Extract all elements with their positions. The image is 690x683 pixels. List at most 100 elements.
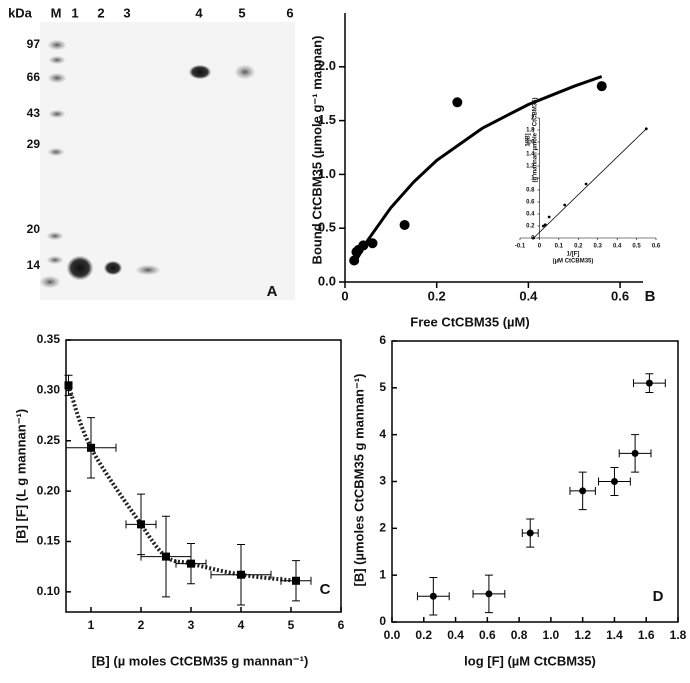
x-tick-label: 0	[341, 288, 348, 303]
data-point	[349, 255, 360, 266]
data-point	[543, 223, 547, 227]
x-axis-label: (µM CtCBM35)	[553, 259, 594, 265]
x-tick-label: -0.1	[515, 244, 526, 250]
y-tick-label: 0.4	[526, 212, 535, 218]
x-tick-label: 0.0	[384, 628, 401, 642]
x-tick-label: 0.8	[511, 628, 528, 642]
data-point	[485, 590, 493, 598]
x-tick-label: 3	[188, 618, 195, 632]
x-tick-label: 1.4	[606, 628, 623, 642]
x-tick-label: 0.2	[574, 244, 583, 250]
gel-marker-label: 14	[27, 258, 41, 272]
data-point	[547, 215, 551, 219]
data-point	[452, 97, 463, 108]
data-point	[64, 381, 73, 390]
y-tick-label: 1	[379, 567, 386, 581]
data-point	[162, 552, 170, 561]
data-point	[526, 529, 534, 537]
y-tick-label: 0.8	[526, 188, 535, 194]
y-tick-label: 0.5	[318, 220, 336, 235]
y-tick-label: 0.10	[37, 584, 61, 598]
x-tick-label: 6	[338, 618, 345, 632]
fit-curve	[533, 128, 647, 239]
y-tick-label: 0.25	[37, 433, 61, 447]
x-tick-label: 0.6	[479, 628, 496, 642]
x-axis-label: 1/[F]	[567, 252, 580, 258]
y-tick-label: 1.0	[318, 166, 336, 181]
x-axis-label: Free CtCBM35 (µM)	[410, 314, 529, 329]
y-tick-label: 6	[379, 333, 386, 347]
y-axis-label: [B] [F] (L g mannan⁻¹)	[13, 409, 28, 543]
gel-lane-label: 6	[286, 5, 293, 20]
y-tick-label: 1.4	[526, 152, 535, 158]
gel-lane-label: 4	[195, 5, 203, 20]
y-tick-label: 2.0	[318, 58, 336, 73]
gel-lane-label: 2	[97, 5, 104, 20]
y-tick-label: 5	[379, 380, 386, 394]
x-tick-label: 0	[538, 244, 542, 250]
gel-band	[235, 65, 255, 79]
panel-letter: C	[320, 581, 331, 598]
gel-band	[136, 265, 160, 275]
x-tick-label: 0.6	[611, 288, 629, 303]
y-tick-label: 1.5	[318, 112, 336, 127]
data-point	[87, 443, 95, 452]
gel-panel	[40, 22, 295, 300]
y-tick-label: 0.35	[37, 332, 61, 346]
data-point	[563, 203, 567, 207]
y-tick-label: 0.30	[37, 383, 61, 397]
x-tick-label: 1.8	[670, 628, 687, 642]
gel-lane-label: 5	[238, 5, 245, 20]
gel-marker-label: 43	[27, 106, 41, 120]
y-tick-label: 0.20	[37, 483, 61, 497]
x-tick-label: 2	[138, 618, 145, 632]
data-point	[610, 478, 618, 485]
data-point	[644, 127, 648, 131]
x-tick-label: 1	[88, 618, 95, 632]
x-tick-label: 0.2	[415, 628, 432, 642]
x-tick-label: 0.3	[594, 244, 603, 250]
gel-band	[104, 261, 122, 275]
y-tick-label: 0.0	[318, 273, 336, 288]
marker-lane	[40, 40, 66, 288]
data-point	[187, 559, 195, 568]
gel-lane-label: 3	[123, 5, 130, 20]
y-tick-label: 0	[379, 614, 386, 628]
data-point	[358, 240, 369, 251]
x-tick-label: 0.2	[428, 288, 446, 303]
y-tick-label: 1	[531, 176, 535, 182]
y-axis-label: 1/[B]	[526, 133, 532, 146]
plot-frame	[65, 339, 342, 613]
y-tick-label: 0.6	[526, 200, 535, 206]
data-point	[137, 520, 145, 529]
x-axis-label: [B] (µ moles CtCBM35 g mannan⁻¹)	[92, 653, 309, 668]
x-tick-label: 1.0	[543, 628, 560, 642]
y-tick-label: 1.8	[526, 128, 535, 134]
x-tick-label: 1.6	[638, 628, 655, 642]
gel-lane-label: 1	[71, 5, 78, 20]
trend-curve	[66, 384, 297, 583]
data-point	[399, 219, 410, 230]
y-axis-label: (g mannan µmole⁻¹ CtCBM35)	[532, 98, 539, 183]
gel-band	[67, 256, 93, 280]
y-axis-label: Bound CtCBM35 (µmole g⁻¹ mannan)	[309, 36, 324, 265]
y-tick-label: 4	[379, 427, 386, 441]
x-tick-label: 4	[238, 618, 245, 632]
x-tick-label: 0.4	[613, 244, 622, 250]
y-tick-label: 3	[379, 474, 386, 488]
panel-letter: B	[645, 288, 656, 305]
data-point	[596, 81, 607, 92]
y-tick-label: 1.6	[526, 140, 535, 146]
gel-lane-label: kDa	[8, 5, 33, 20]
data-point	[292, 576, 300, 585]
y-tick-label: 0.15	[37, 534, 61, 548]
y-tick-label: 0.2	[526, 224, 535, 230]
panel-letter: D	[653, 588, 664, 605]
x-tick-label: 0.5	[632, 244, 641, 250]
fit-curve	[352, 75, 603, 265]
gel-lane-label: M	[51, 5, 62, 20]
y-tick-label: 2	[379, 521, 386, 535]
y-tick-label: 2	[531, 116, 535, 122]
data-point	[429, 592, 437, 600]
